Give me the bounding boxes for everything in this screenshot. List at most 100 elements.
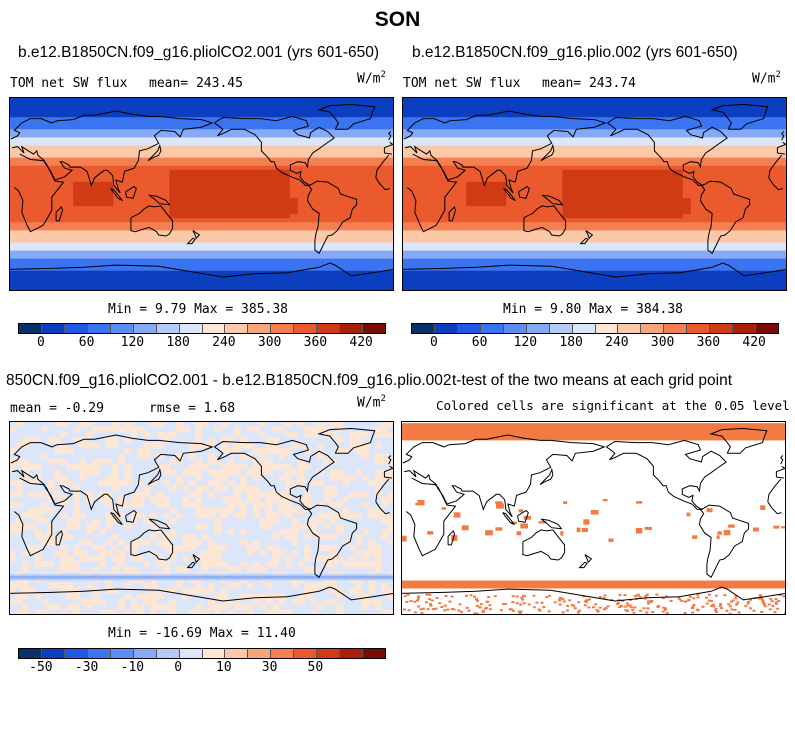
coastline-japan: [539, 467, 554, 486]
coastline-nz: [585, 230, 594, 240]
colorbar-tick-label: 180: [559, 335, 583, 350]
coastline-madagascar: [55, 205, 64, 222]
colorbar-swatch: [225, 324, 249, 333]
panel4-subtitle: Colored cells are significant at the 0.0…: [436, 398, 790, 413]
coastline-madagascar: [55, 529, 64, 546]
coastline-borneo: [125, 509, 137, 523]
colorbar-swatch: [687, 324, 711, 333]
coastline-nz: [192, 554, 201, 564]
coastline-nz2: [186, 561, 196, 569]
coastline-australia: [523, 205, 567, 237]
panel2-minmax: Min = 9.80 Max = 384.38: [503, 302, 684, 317]
coastline-sumatra: [503, 188, 516, 201]
coastline-eurasia: [402, 434, 786, 518]
colorbar-swatch: [271, 324, 295, 333]
colorbar-tick-label: 120: [120, 335, 145, 350]
colorbar-swatch: [317, 324, 341, 333]
colorbar-swatch: [156, 649, 180, 658]
panel1-units: W/m2: [357, 70, 386, 87]
colorbar-swatch: [503, 324, 527, 333]
figure-title: SON: [374, 8, 421, 31]
coastline-antarctic: [9, 586, 394, 602]
panel2-field-label: TOM net SW flux: [403, 76, 521, 91]
panel3-colorbar: [18, 648, 386, 659]
colorbar-swatch: [64, 324, 88, 333]
coastline-madagascar: [448, 205, 457, 222]
colorbar-swatch: [480, 324, 504, 333]
colorbar-tick-label: 420: [742, 335, 766, 350]
coastline-newguinea: [148, 518, 171, 530]
colorbar-swatch: [526, 324, 550, 333]
colorbar-tick-label: 50: [307, 660, 324, 675]
colorbar-swatch: [618, 324, 642, 333]
coastline-madagascar: [447, 529, 456, 546]
coastline-namerica: [606, 439, 727, 510]
panel3-units: W/m2: [357, 394, 386, 411]
colorbar-tick-label: 300: [257, 335, 282, 350]
coastline-samerica: [698, 504, 750, 579]
colorbar-swatch: [294, 324, 318, 333]
colorbar-swatch: [434, 324, 458, 333]
panel1-map: [9, 97, 394, 291]
colorbar-swatch: [248, 324, 272, 333]
coastline-australia: [130, 529, 174, 561]
coastline-samerica: [306, 504, 358, 579]
colorbar-swatch: [340, 324, 364, 333]
colorbar-swatch: [41, 649, 65, 658]
colorbar-swatch: [19, 324, 42, 333]
colorbar-swatch: [133, 324, 157, 333]
colorbar-tick-label: 0: [174, 660, 183, 675]
colorbar-swatch: [87, 649, 111, 658]
colorbar-swatch: [595, 324, 619, 333]
panel2-mean-label: mean= 243.74: [542, 76, 636, 91]
coastline-eurasia: [403, 110, 787, 194]
panel3-mean-label: mean = -0.29: [10, 401, 104, 416]
panel1-title: b.e12.B1850CN.f09_g16.pliolCO2.001 (yrs …: [18, 44, 380, 61]
panel3-minmax: Min = -16.69 Max = 11.40: [108, 626, 296, 641]
coastline-japan: [147, 467, 162, 486]
colorbar-swatch: [457, 324, 481, 333]
colorbar-swatch: [156, 324, 180, 333]
coastline-sumatra: [110, 188, 123, 201]
panel3-title: 850CN.f09_g16.pliolCO2.001 - b.e12.B1850…: [6, 372, 452, 389]
coastline-japan: [147, 143, 162, 162]
colorbar-tick-label: 360: [696, 335, 721, 350]
coastline-sumatra: [110, 512, 123, 525]
colorbar-tick-label: 60: [471, 335, 488, 350]
panel2-title: b.e12.B1850CN.f09_g16.plio.002 (yrs 601-…: [412, 44, 738, 61]
coastline-nz: [584, 554, 593, 564]
panel1-colorbar: [18, 323, 386, 334]
colorbar-swatch: [225, 649, 249, 658]
coastline-antarctic: [401, 586, 786, 602]
colorbar-swatch: [641, 324, 665, 333]
coastline-namerica: [607, 115, 728, 186]
coastline-antarctic: [402, 262, 787, 278]
colorbar-tick-label: 0: [429, 335, 438, 350]
colorbar-swatch: [87, 324, 111, 333]
panel3-rmse-label: rmse = 1.68: [149, 401, 236, 416]
coastline-eurasia: [10, 110, 394, 194]
coastline-newguinea: [541, 194, 564, 206]
coastline-australia: [130, 205, 174, 237]
colorbar-tick-label: -30: [74, 660, 99, 675]
map-frame: [401, 421, 786, 615]
colorbar-swatch: [733, 324, 757, 333]
panel1-field-label: TOM net SW flux: [10, 76, 128, 91]
colorbar-swatch: [202, 324, 226, 333]
map-frame: [402, 97, 787, 291]
coastline-nz2: [579, 237, 589, 245]
colorbar-swatch: [202, 649, 226, 658]
colorbar-swatch: [363, 649, 385, 658]
panel4-title: t-test of the two means at each grid poi…: [452, 372, 733, 389]
coastline-namerica: [214, 439, 335, 510]
coastline-nz2: [578, 561, 588, 569]
colorbar-swatch: [64, 649, 88, 658]
coastline-greenland: [317, 427, 376, 454]
coastline-newguinea: [540, 518, 563, 530]
colorbar-swatch: [340, 649, 364, 658]
coastline-samerica: [306, 180, 358, 255]
coastline-greenland: [710, 103, 769, 130]
coastline-borneo: [125, 185, 137, 199]
colorbar-tick-label: 120: [513, 335, 538, 350]
map-frame: [9, 421, 394, 615]
